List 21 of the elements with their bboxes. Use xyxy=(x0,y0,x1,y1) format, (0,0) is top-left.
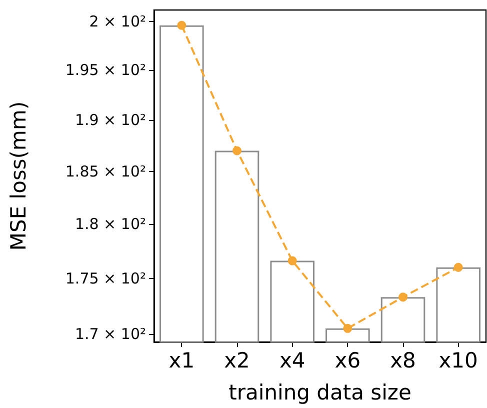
point xyxy=(454,262,463,272)
point xyxy=(398,292,408,302)
point xyxy=(343,324,352,333)
x-tick-label: x4 xyxy=(279,348,306,372)
y-tick-label: 1.8 × 10² xyxy=(74,215,146,234)
y-tick-label: 1.95 × 10² xyxy=(65,61,146,80)
point xyxy=(288,256,297,266)
y-tick-label: 1.7 × 10² xyxy=(74,325,146,344)
x-tick-label: x1 xyxy=(168,348,195,372)
x-tick-label: x2 xyxy=(224,348,250,372)
y-tick-label: 1.85 × 10² xyxy=(65,162,146,180)
point xyxy=(177,20,186,30)
point xyxy=(232,146,242,156)
x-tick-label: x10 xyxy=(438,348,478,372)
y-tick-label: 2 × 10² xyxy=(89,12,146,31)
x-tick-label: x8 xyxy=(390,348,416,372)
y-tick-label: 1.9 × 10² xyxy=(74,111,146,130)
x-axis-title: training data size xyxy=(228,380,412,404)
x-tick-label: x6 xyxy=(334,348,361,372)
y-tick-label: 1.75 × 10² xyxy=(65,269,146,288)
y-axis-title: MSE loss(mm) xyxy=(6,101,30,251)
